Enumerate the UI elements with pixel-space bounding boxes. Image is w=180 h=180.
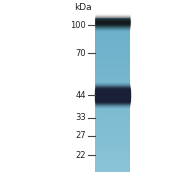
Text: kDa: kDa bbox=[74, 3, 92, 12]
Text: 100: 100 bbox=[70, 21, 86, 30]
Text: 70: 70 bbox=[75, 48, 86, 57]
Text: 27: 27 bbox=[75, 132, 86, 141]
Text: 44: 44 bbox=[75, 91, 86, 100]
Text: 22: 22 bbox=[75, 150, 86, 159]
Text: 33: 33 bbox=[75, 114, 86, 123]
